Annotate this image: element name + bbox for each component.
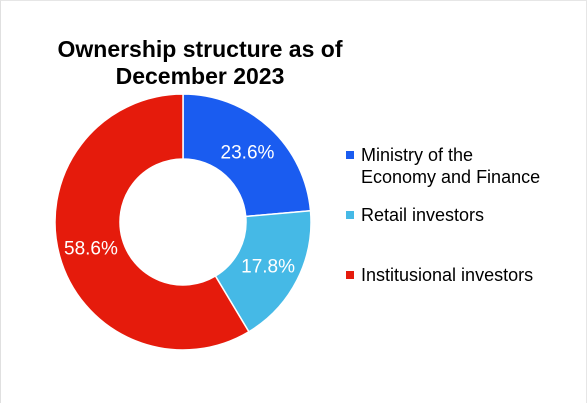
legend-item-institusional-investors: Institusional investors xyxy=(346,264,586,286)
legend-item-ministry-of-the-economy-and-finance: Ministry of the Economy and Finance xyxy=(346,144,586,188)
chart-title-line-2: December 2023 xyxy=(115,63,285,89)
slice-ministry-of-the-economy-and-finance xyxy=(182,93,312,218)
legend-label: Ministry of the Economy and Finance xyxy=(361,145,541,187)
slice-value-label-retail-investors: 17.8% xyxy=(241,256,295,277)
legend-label: Institusional investors xyxy=(361,265,534,285)
slice-retail-investors xyxy=(214,209,312,333)
legend-swatch xyxy=(346,151,354,159)
chart-title: Ownership structure as of December 2023 xyxy=(40,36,360,90)
chart-title-line-1: Ownership structure as of xyxy=(57,36,343,62)
legend-swatch xyxy=(346,211,354,219)
legend-label: Retail investors xyxy=(361,205,485,225)
legend-item-retail-investors: Retail investors xyxy=(346,204,586,226)
legend-swatch xyxy=(346,271,354,279)
slice-value-label-ministry-of-the-economy-and-finance: 23.6% xyxy=(221,143,275,164)
slice-value-label-institusional-investors: 58.6% xyxy=(64,238,118,259)
slice-institusional-investors xyxy=(54,93,250,351)
